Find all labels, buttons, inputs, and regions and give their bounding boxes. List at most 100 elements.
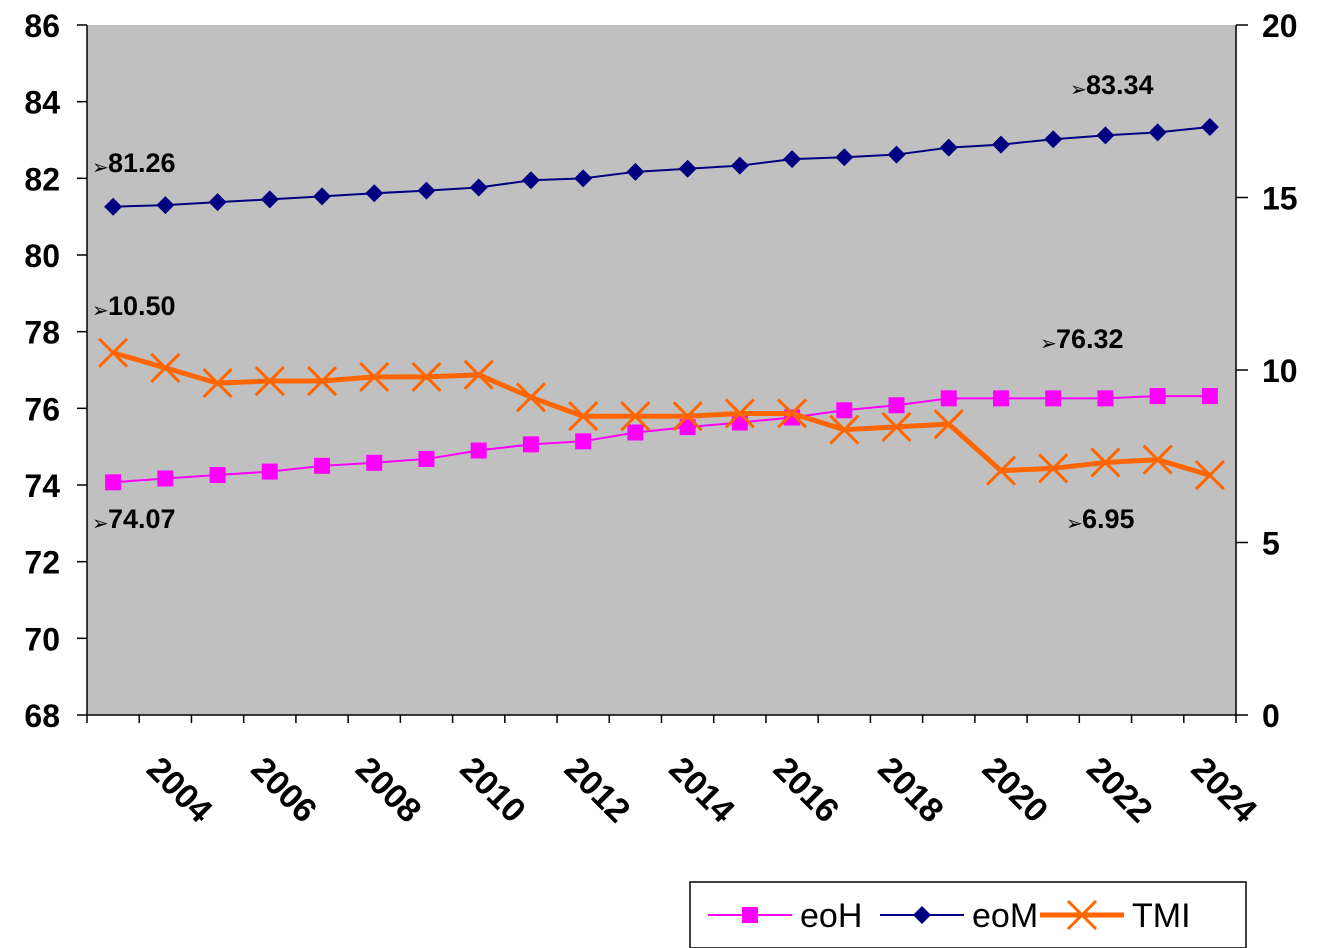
series-eom-point xyxy=(783,150,802,169)
series-eom-point xyxy=(208,193,227,212)
series-eoh-point xyxy=(366,454,383,471)
series-tmi-point xyxy=(359,361,390,392)
series-eoh-point xyxy=(1097,390,1114,407)
series-eom-point xyxy=(991,135,1010,154)
series-tmi xyxy=(98,337,1225,491)
series-tmi-point xyxy=(515,382,546,413)
y-right-tick-label: 15 xyxy=(1262,181,1298,217)
series-eom-point xyxy=(1200,117,1219,136)
data-label-text: 10.50 xyxy=(108,291,176,321)
series-tmi-point xyxy=(620,401,651,432)
series-eom-point xyxy=(730,156,749,175)
series-eoh-point xyxy=(1045,390,1062,407)
series-eoh-point xyxy=(1149,388,1166,405)
series-tmi-point xyxy=(672,401,703,432)
legend: eoH eoM TMI xyxy=(689,881,1247,948)
data-label-arrow: ➢ xyxy=(92,511,109,535)
x-tick-label: 2008 xyxy=(348,750,428,830)
series-eom-point xyxy=(469,178,488,197)
y-left-tick-label: 82 xyxy=(24,161,60,197)
data-label-arrow: ➢ xyxy=(92,155,109,179)
series-eoh-point xyxy=(105,474,122,491)
y-right-tick-label: 20 xyxy=(1262,8,1298,44)
series-eom-line xyxy=(113,125,1210,208)
series-eom-point xyxy=(1044,130,1063,149)
series-tmi-point xyxy=(829,414,860,445)
series-eoh-point xyxy=(888,397,905,414)
series-tmi-point xyxy=(463,359,494,390)
series-eom-point xyxy=(365,184,384,203)
series-eoh-point xyxy=(261,463,278,480)
x-tick-label: 2014 xyxy=(661,750,741,830)
x-tick-label: 2018 xyxy=(870,750,950,830)
y-left-tick-label: 78 xyxy=(24,315,60,351)
y-left-tick-label: 84 xyxy=(24,85,60,121)
y-left-tick-label: 70 xyxy=(24,621,60,657)
data-label-arrow: ➢ xyxy=(1066,511,1083,535)
data-label-tmi: ➢ 6.95 xyxy=(1066,504,1135,535)
series-eom-point xyxy=(887,145,906,164)
series-eom-point xyxy=(313,187,332,206)
series-eoh-point xyxy=(731,414,748,431)
series-eoh-point xyxy=(209,467,226,484)
data-label-arrow: ➢ xyxy=(1040,331,1057,355)
data-label-eom: ➢ 81.26 xyxy=(92,148,176,179)
x-tick-label: 2012 xyxy=(557,750,637,830)
data-label-tmi: ➢ 10.50 xyxy=(92,291,176,322)
x-tick-label: 2004 xyxy=(139,750,219,830)
series-eom-point xyxy=(260,190,279,209)
series-eom-point xyxy=(1148,123,1167,142)
annotation-layer: ➢ 81.26➢ 83.34➢ 10.50➢ 76.32➢ 74.07 ➢ 6.95 xyxy=(92,70,1154,535)
series-tmi-point xyxy=(150,352,181,383)
legend-eom: eoM xyxy=(880,897,1038,935)
data-label-arrow: ➢ xyxy=(1070,77,1087,101)
x-tick-label: 2006 xyxy=(244,750,324,830)
x-tick-label: 2022 xyxy=(1079,750,1159,830)
y-left-tick-label: 72 xyxy=(24,545,60,581)
series-tmi-line xyxy=(112,350,1211,478)
y-left-tick-label: 76 xyxy=(24,391,60,427)
y-left-tick-label: 80 xyxy=(24,238,60,274)
series-eoh-point xyxy=(836,402,853,419)
series-tmi-point xyxy=(777,398,808,429)
data-label-text: 74.07 xyxy=(108,504,176,534)
series-eom-point xyxy=(417,181,436,200)
x-tick-label: 2016 xyxy=(766,750,846,830)
series-eoh-point xyxy=(418,450,435,467)
series-eoh-point xyxy=(470,442,487,459)
series-eoh-point xyxy=(1201,388,1218,405)
series-tmi-point xyxy=(202,368,233,399)
series-tmi-point xyxy=(568,401,599,432)
series-eoh-point xyxy=(679,419,696,436)
series-eoh-line xyxy=(113,395,1210,484)
series-eom-point xyxy=(521,171,540,190)
series-layer xyxy=(98,117,1225,491)
series-eom xyxy=(104,117,1219,216)
series-eom-point xyxy=(1096,126,1115,145)
y-right-tick-label: 10 xyxy=(1262,353,1298,389)
series-eom-point xyxy=(156,196,175,215)
legend-eom-label: eoM xyxy=(972,897,1038,935)
series-eoh-point xyxy=(157,470,174,487)
series-tmi-point xyxy=(1194,460,1225,491)
series-tmi-point xyxy=(98,337,129,368)
legend-eoh-label: eoH xyxy=(800,897,862,935)
series-eom-point xyxy=(574,169,593,188)
series-tmi-point xyxy=(1038,453,1069,484)
data-label-text: 81.26 xyxy=(108,148,176,178)
series-eoh-point xyxy=(940,390,957,407)
data-label-eoh: ➢ 76.32 xyxy=(1040,324,1124,355)
x-tick-label: 2020 xyxy=(975,750,1055,830)
series-tmi-point xyxy=(933,409,964,440)
data-label-text: 76.32 xyxy=(1056,324,1124,354)
series-eom-point xyxy=(939,138,958,157)
y-right-tick-label: 0 xyxy=(1262,698,1280,734)
data-label-text: 6.95 xyxy=(1082,504,1135,534)
data-label-eoh: ➢ 74.07 xyxy=(92,504,176,535)
series-tmi-point xyxy=(1090,447,1121,478)
y-left-tick-label: 68 xyxy=(24,698,60,734)
legend-eoh: eoH xyxy=(708,897,862,935)
y-right-tick-label: 5 xyxy=(1262,526,1280,562)
legend-tmi-label: TMI xyxy=(1132,897,1191,935)
